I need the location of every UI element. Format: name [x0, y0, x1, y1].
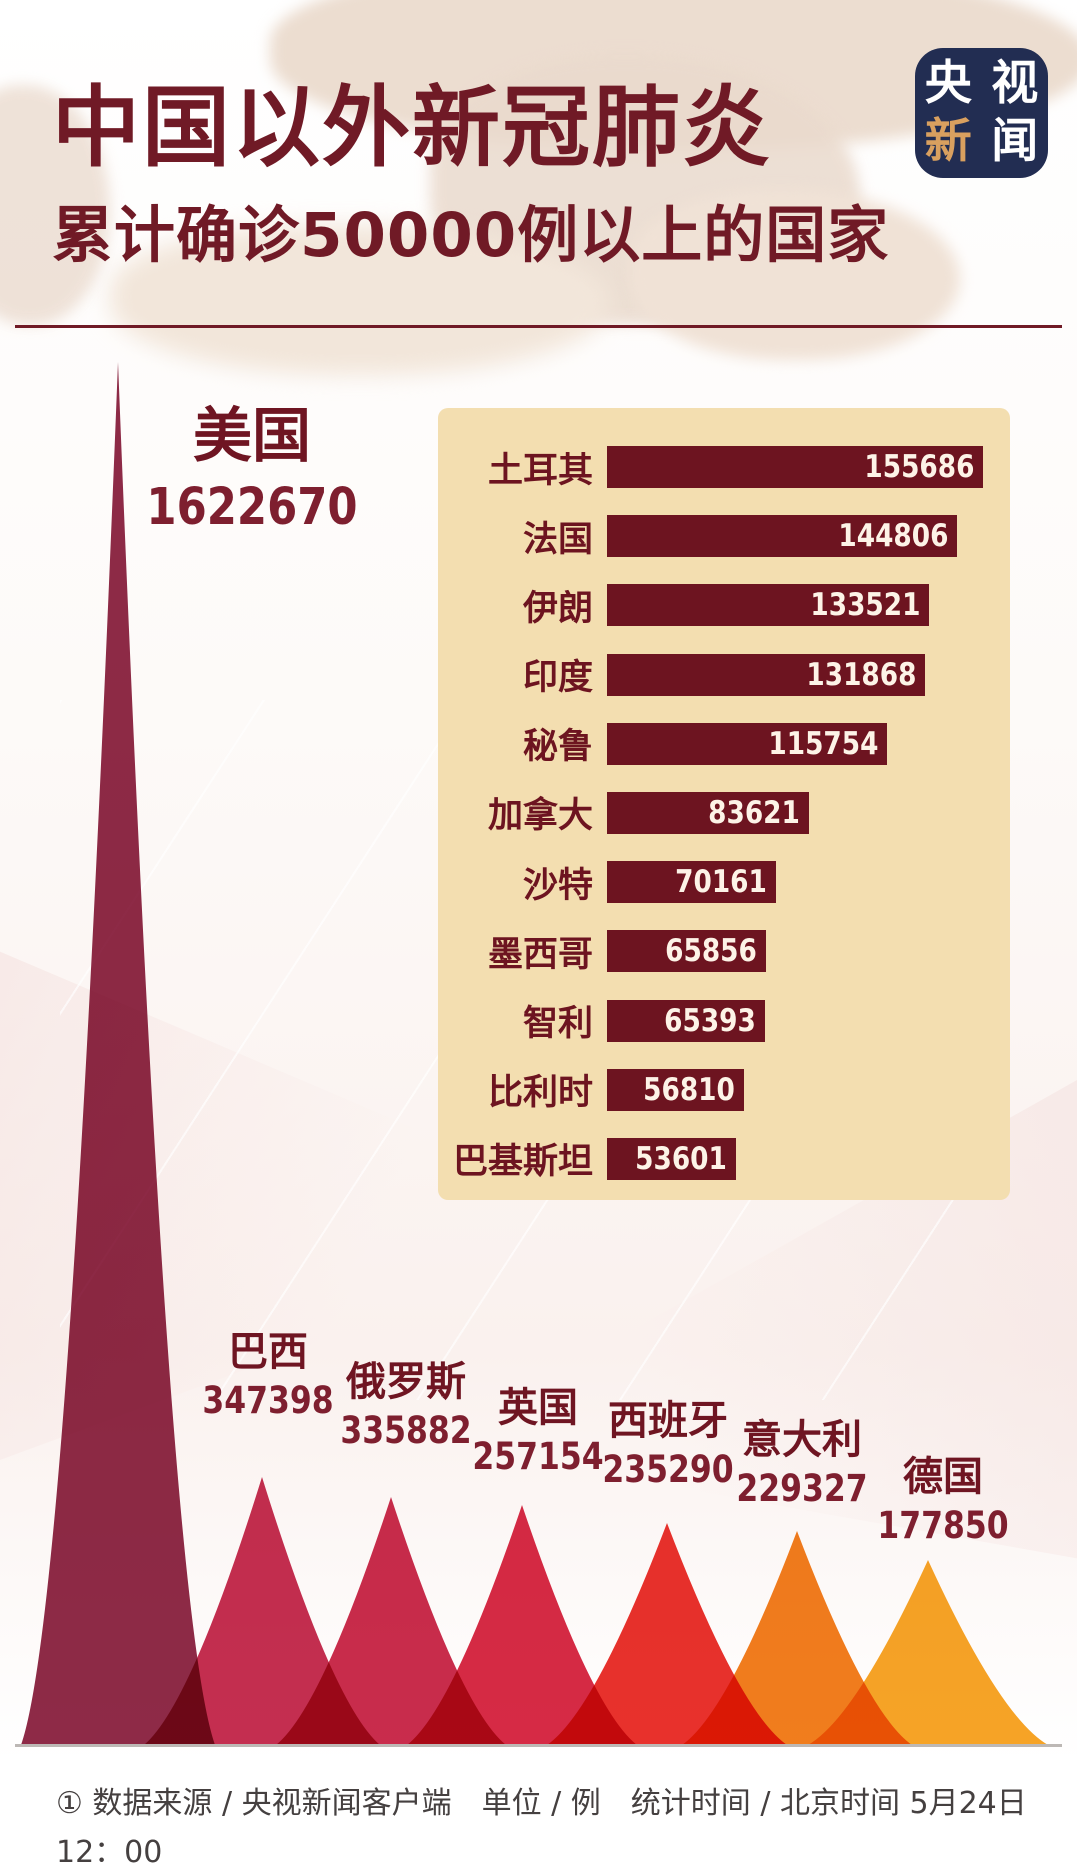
spike-label: 美国 1622670 — [128, 404, 376, 536]
country-value-number: 235290 — [602, 1448, 734, 1491]
country-name: 英国 — [498, 1385, 578, 1431]
bar-country-label: 法国 — [522, 519, 593, 560]
bar: 131868 — [607, 653, 925, 696]
bar-value: 144806 — [837, 518, 948, 555]
bar-row: 智利 65393 — [438, 999, 1010, 1044]
country-value: 235290 — [591, 1449, 745, 1491]
poster-title-line2: 累计确诊50000例以上的国家 — [52, 200, 890, 271]
bar-row: 法国 144806 — [438, 515, 1010, 560]
bar: 53601 — [607, 1137, 736, 1180]
bar-country-label: 沙特 — [522, 865, 593, 906]
cctv-news-logo: 央 视 新 闻 — [915, 48, 1048, 178]
bar-value: 65856 — [665, 933, 757, 970]
bar-country-label: 比利时 — [487, 1073, 593, 1114]
bar-row: 加拿大 83621 — [438, 791, 1010, 836]
country-value-number: 335882 — [340, 1409, 472, 1452]
spike-英国 — [407, 1505, 637, 1745]
bar-country-label: 智利 — [522, 1004, 593, 1044]
logo-char: 闻 — [991, 114, 1039, 169]
bar: 155686 — [607, 446, 983, 488]
country-name: 美国 — [192, 401, 311, 470]
bar: 83621 — [607, 791, 809, 834]
bar-chart-panel: 土耳其 155686 法国 144806 伊朗 133521 印度 131868 秘鲁 11575… — [438, 408, 1010, 1200]
bar: 56810 — [607, 1068, 744, 1111]
spike-label: 巴西 347398 — [191, 1330, 345, 1422]
bar: 65856 — [607, 930, 766, 973]
country-name: 德国 — [903, 1454, 983, 1500]
bar-value: 53601 — [635, 1140, 727, 1177]
logo-char: 视 — [991, 56, 1039, 111]
spike-俄罗斯 — [276, 1497, 506, 1745]
footnotes: ① 数据来源 / 央视新闻客户端 单位 / 例 统计时间 / 北京时间 5月24… — [56, 1779, 1077, 1875]
bar: 65393 — [607, 999, 765, 1042]
country-value-number: 1622670 — [146, 478, 358, 537]
chart-baseline — [15, 1744, 1062, 1747]
bar-row: 印度 131868 — [438, 653, 1010, 698]
bar-value: 56810 — [643, 1071, 735, 1108]
bar-row: 秘鲁 115754 — [438, 722, 1010, 767]
country-value: 1622670 — [128, 480, 376, 536]
bar: 133521 — [607, 584, 929, 627]
spike-美国 — [21, 362, 215, 1745]
country-value: 347398 — [191, 1380, 345, 1422]
footnote-1: ① 数据来源 / 央视新闻客户端 单位 / 例 统计时间 / 北京时间 5月24… — [56, 1786, 1027, 1870]
spike-德国 — [808, 1560, 1048, 1745]
country-name: 俄罗斯 — [346, 1359, 466, 1405]
bar-country-label: 印度 — [522, 658, 593, 699]
bar-row: 伊朗 133521 — [438, 584, 1010, 629]
logo-char: 央 — [924, 56, 972, 111]
country-value-number: 177850 — [877, 1504, 1009, 1547]
bar-country-label: 墨西哥 — [487, 934, 593, 975]
title-divider — [15, 325, 1062, 328]
spike-label: 意大利 229327 — [725, 1418, 879, 1510]
country-value: 177850 — [866, 1505, 1020, 1547]
country-value: 335882 — [329, 1410, 483, 1452]
bar-row: 土耳其 155686 — [438, 446, 1010, 491]
bar-row: 墨西哥 65856 — [438, 930, 1010, 975]
spike-chart — [21, 362, 1048, 1745]
bar-country-label: 巴基斯坦 — [452, 1142, 593, 1183]
bar-value: 70161 — [675, 864, 767, 901]
bar-country-label: 加拿大 — [487, 796, 593, 837]
country-value: 257154 — [461, 1436, 615, 1478]
bar-value: 65393 — [664, 1002, 756, 1039]
bar-value: 131868 — [805, 656, 916, 693]
spike-意大利 — [682, 1531, 912, 1745]
spike-label: 西班牙 235290 — [591, 1399, 745, 1491]
bar-country-label: 秘鲁 — [522, 727, 593, 768]
bar-row: 巴基斯坦 53601 — [438, 1137, 1010, 1182]
bar-row: 比利时 56810 — [438, 1068, 1010, 1113]
spike-label: 俄罗斯 335882 — [329, 1360, 483, 1452]
country-value-number: 347398 — [202, 1379, 334, 1422]
bar-value: 83621 — [708, 794, 800, 831]
bar-value: 115754 — [767, 725, 878, 762]
country-name: 意大利 — [742, 1417, 862, 1463]
spike-label: 英国 257154 — [461, 1386, 615, 1478]
bar-value: 133521 — [809, 587, 920, 624]
bar-row: 沙特 70161 — [438, 861, 1010, 906]
country-name: 西班牙 — [608, 1398, 728, 1444]
bar: 70161 — [607, 861, 776, 904]
bar-country-label: 土耳其 — [487, 450, 593, 491]
country-name: 巴西 — [228, 1329, 308, 1375]
bar-value: 155686 — [863, 449, 974, 485]
country-value: 229327 — [725, 1468, 879, 1510]
bar: 144806 — [607, 515, 957, 558]
map-blob — [630, 190, 960, 360]
country-value-number: 229327 — [736, 1467, 868, 1510]
poster-title-line1: 中国以外新冠肺炎 — [52, 76, 773, 179]
spike-巴西 — [144, 1477, 380, 1745]
map-blob — [110, 225, 610, 375]
country-value-number: 257154 — [472, 1435, 604, 1478]
bar: 115754 — [607, 722, 887, 765]
bar-country-label: 伊朗 — [522, 588, 593, 629]
spike-label: 德国 177850 — [866, 1455, 1020, 1547]
logo-char: 新 — [924, 114, 972, 169]
